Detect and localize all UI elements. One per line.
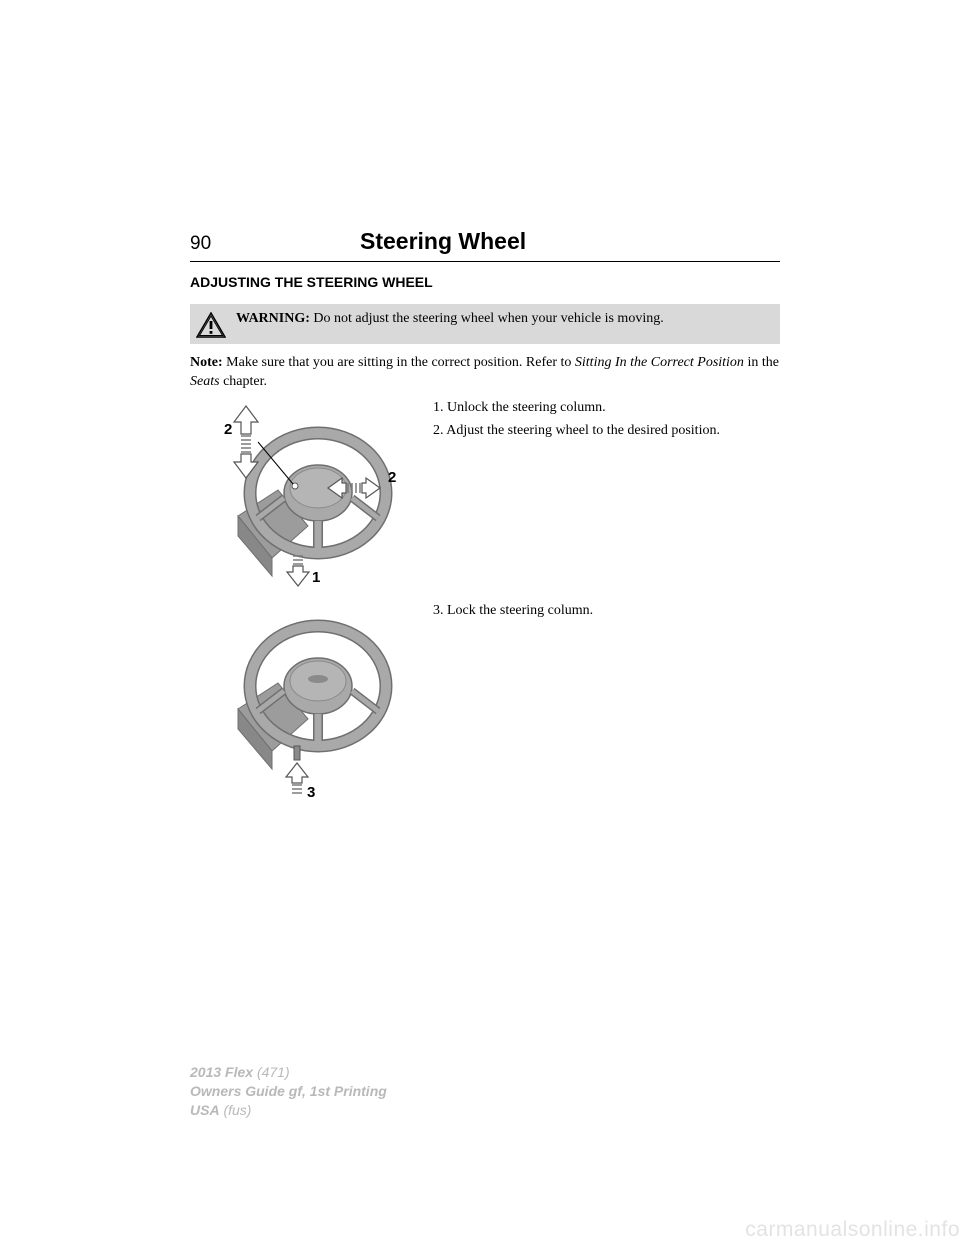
warning-label: WARNING:: [236, 311, 310, 326]
warning-box: WARNING: Do not adjust the steering whee…: [190, 304, 780, 344]
step-3: 3. Lock the steering column.: [433, 601, 780, 621]
footer-region: USA: [190, 1102, 220, 1118]
diagram-1: 2 2: [190, 398, 415, 593]
section-heading: ADJUSTING THE STEERING WHEEL: [190, 274, 780, 290]
page-number: 90: [190, 233, 360, 255]
footer-model-code: (471): [253, 1064, 290, 1080]
warning-text: WARNING: Do not adjust the steering whee…: [236, 310, 664, 329]
diagram2-label-3: 3: [307, 784, 315, 801]
note-text-1: Make sure that you are sitting in the co…: [223, 355, 575, 370]
note-italic-1: Sitting In the Correct Position: [575, 355, 744, 370]
diagram1-label-1: 1: [312, 569, 320, 586]
watermark: carmanualsonline.info: [745, 1218, 960, 1242]
footer-model: 2013 Flex: [190, 1064, 253, 1080]
note-text-after: chapter.: [220, 374, 267, 389]
header-rule: [190, 261, 780, 262]
note-label: Note:: [190, 355, 223, 370]
warning-body: Do not adjust the steering wheel when yo…: [310, 311, 664, 326]
note-text-mid: in the: [744, 355, 779, 370]
warning-triangle-icon: [196, 312, 226, 338]
note-block: Note: Make sure that you are sitting in …: [190, 354, 780, 392]
diagram-2: 3: [190, 601, 415, 801]
note-italic-2: Seats: [190, 374, 220, 389]
page-title: Steering Wheel: [360, 228, 526, 255]
footer: 2013 Flex (471) Owners Guide gf, 1st Pri…: [190, 1063, 387, 1120]
footer-guide: Owners Guide gf, 1st Printing: [190, 1082, 387, 1101]
footer-region-code: (fus): [220, 1102, 252, 1118]
step-2: 2. Adjust the steering wheel to the desi…: [433, 421, 780, 441]
diagram1-label-2a: 2: [224, 421, 232, 438]
diagram1-label-2b: 2: [388, 469, 396, 486]
step-1: 1. Unlock the steering column.: [433, 398, 780, 418]
